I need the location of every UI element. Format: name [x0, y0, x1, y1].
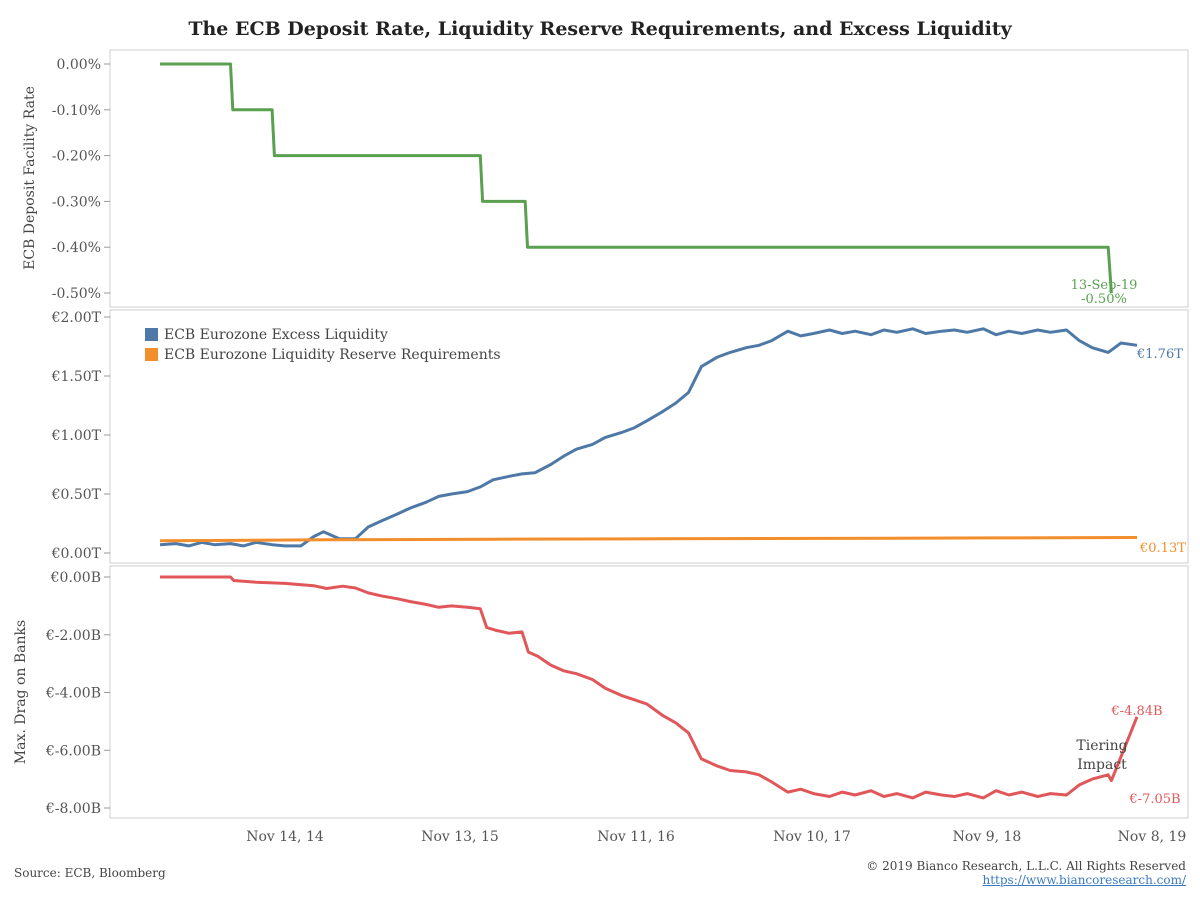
y-tick-label: -0.40%	[52, 240, 101, 256]
y-tick-label: €-8.00B	[45, 801, 101, 817]
y-tick-labels: 0.00% -0.10% -0.20% -0.30% -0.40% -0.50% €2.00…	[45, 57, 110, 817]
chart-labels: ECB Deposit Facility Rate Max. Drag on Ba…	[13, 86, 1186, 807]
legend-swatch-1	[145, 328, 158, 341]
website-link[interactable]: https://www.biancoresearch.com/	[982, 873, 1186, 887]
y-tick-label: 0.00%	[57, 57, 101, 73]
reserve-end-label: €0.13T	[1139, 541, 1186, 556]
deposit-rate-line	[160, 62, 1113, 294]
legend-swatch-2	[145, 348, 158, 361]
panel-frames	[109, 49, 1189, 819]
y-tick-label: €2.00T	[51, 310, 102, 326]
drag-end-label-bottom: €-7.05B	[1128, 792, 1180, 807]
excess-end-label: €1.76T	[1136, 347, 1183, 362]
drag-end-label-top: €-4.84B	[1110, 704, 1162, 719]
y-tick-label: -0.30%	[52, 194, 101, 210]
y-tick-label: €-4.00B	[45, 686, 101, 702]
y-tick-label: €0.00T	[51, 546, 102, 562]
chart-title: The ECB Deposit Rate, Liquidity Reserve …	[188, 18, 1012, 40]
rate-annotation-date: 13-Sep-19	[1071, 278, 1138, 293]
panel-frame-1	[109, 49, 1189, 308]
x-tick-label: Nov 13, 15	[421, 829, 499, 845]
x-tick-labels: Nov 14, 14 Nov 13, 15 Nov 11, 16 Nov 10, 17…	[246, 829, 1186, 845]
x-tick-label: Nov 14, 14	[246, 829, 324, 845]
x-tick-label: Nov 11, 16	[597, 829, 675, 845]
panel-frame-2	[109, 309, 1189, 564]
legend-label-2: ECB Eurozone Liquidity Reserve Requireme…	[164, 347, 501, 363]
y-axis-label-drag: Max. Drag on Banks	[13, 620, 29, 764]
y-tick-label: €0.00B	[50, 570, 101, 586]
y-tick-label: €-6.00B	[45, 743, 101, 759]
tiering-annotation-line2: Impact	[1077, 757, 1127, 773]
panel-frame-3	[109, 565, 1189, 819]
x-tick-label: Nov 10, 17	[773, 829, 851, 845]
y-tick-label: -0.10%	[52, 103, 101, 119]
series-lines	[159, 62, 1139, 800]
y-tick-label: €1.50T	[51, 369, 102, 385]
copyright-note: © 2019 Bianco Research, L.L.C. All Right…	[866, 859, 1186, 873]
x-tick-label: Nov 8, 19	[1118, 829, 1187, 845]
y-tick-label: €-2.00B	[45, 628, 101, 644]
y-tick-label: -0.20%	[52, 149, 101, 165]
excess-liquidity-line	[159, 327, 1138, 548]
source-note: Source: ECB, Bloomberg	[14, 866, 166, 880]
y-tick-label: €0.50T	[51, 487, 102, 503]
x-tick-label: Nov 9, 18	[953, 829, 1022, 845]
max-drag-line	[160, 575, 1139, 800]
y-axis-label-rate: ECB Deposit Facility Rate	[22, 86, 38, 270]
y-tick-label: -0.50%	[52, 286, 101, 302]
y-tick-label: €1.00T	[51, 428, 102, 444]
legend-label-1: ECB Eurozone Excess Liquidity	[164, 327, 388, 343]
reserve-requirements-line	[159, 536, 1138, 543]
tiering-annotation-line1: Tiering	[1076, 738, 1127, 754]
rate-annotation-value: -0.50%	[1081, 292, 1127, 307]
